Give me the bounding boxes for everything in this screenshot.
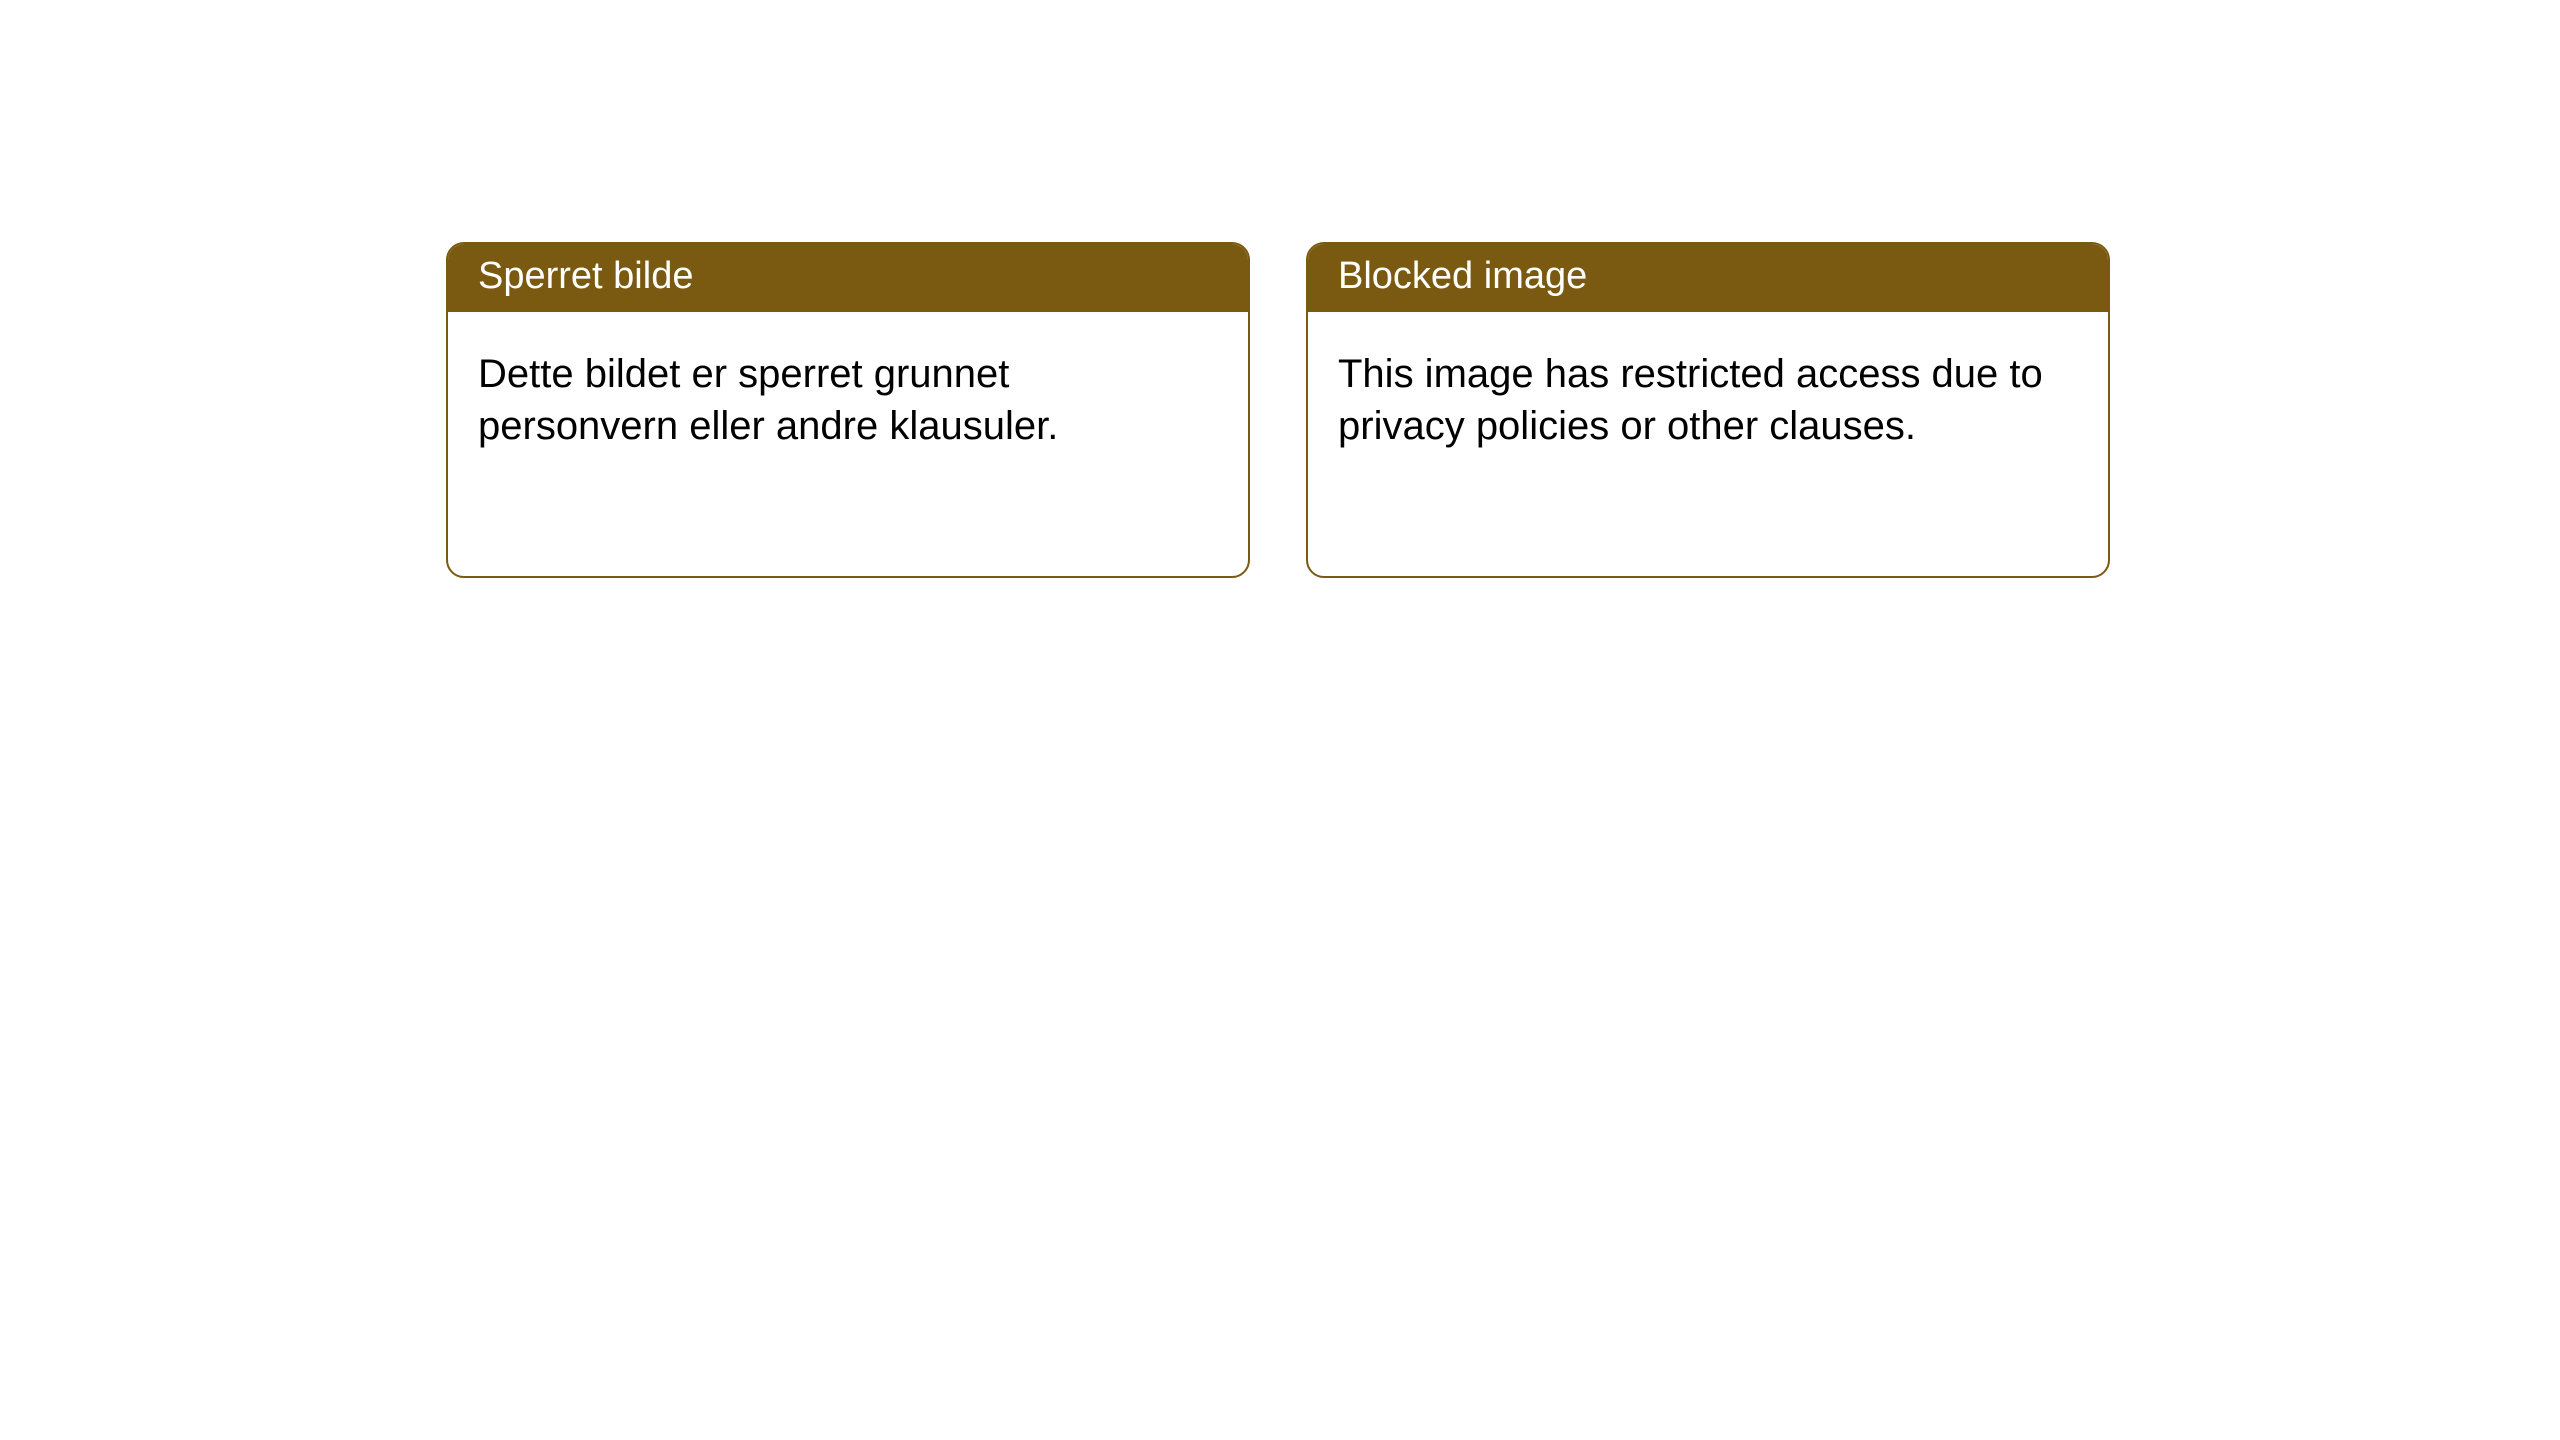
notice-body-en: This image has restricted access due to … [1308, 312, 2108, 482]
notice-title-no: Sperret bilde [448, 244, 1248, 312]
notice-card-no: Sperret bilde Dette bildet er sperret gr… [446, 242, 1250, 578]
notice-body-no: Dette bildet er sperret grunnet personve… [448, 312, 1248, 482]
notice-card-en: Blocked image This image has restricted … [1306, 242, 2110, 578]
notice-container: Sperret bilde Dette bildet er sperret gr… [446, 242, 2110, 578]
notice-title-en: Blocked image [1308, 244, 2108, 312]
